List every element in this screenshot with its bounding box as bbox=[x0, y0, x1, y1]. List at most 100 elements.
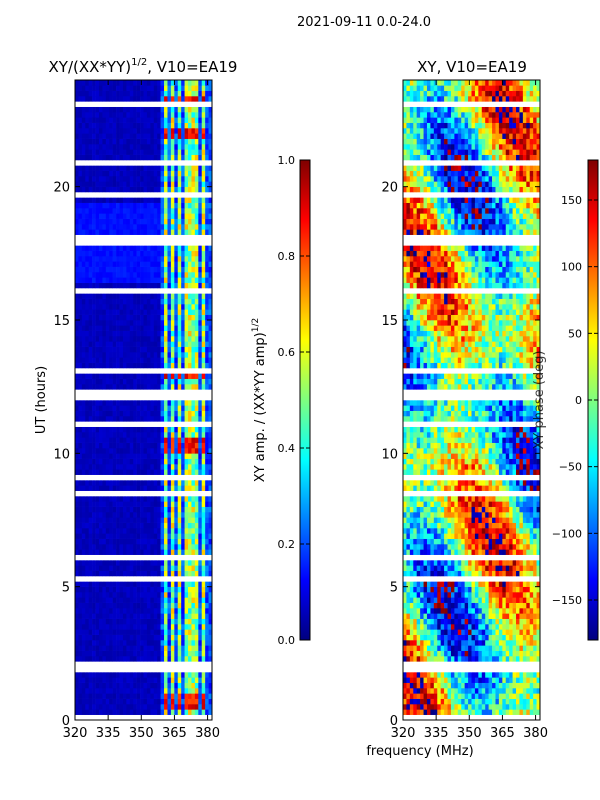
heatmap-cell bbox=[143, 421, 148, 427]
heatmap-cell bbox=[208, 245, 213, 251]
heatmap-cell bbox=[75, 474, 79, 481]
heatmap-cell bbox=[98, 314, 103, 321]
heatmap-cell bbox=[102, 149, 107, 155]
heatmap-cell bbox=[205, 501, 209, 507]
heatmap-cell bbox=[194, 421, 199, 427]
heatmap-cell bbox=[95, 288, 100, 294]
heatmap-cell bbox=[509, 704, 513, 710]
left-plot-frame bbox=[74, 79, 213, 721]
heatmap-cell bbox=[184, 208, 189, 214]
heatmap-cell bbox=[160, 480, 165, 486]
heatmap-cell bbox=[143, 682, 148, 689]
heatmap-cell bbox=[164, 533, 168, 539]
heatmap-cell bbox=[164, 474, 168, 481]
heatmap-cell bbox=[184, 170, 189, 177]
heatmap-cell bbox=[78, 645, 83, 651]
heatmap-cell bbox=[160, 186, 165, 193]
heatmap-cell bbox=[92, 192, 96, 198]
heatmap-cell bbox=[129, 666, 134, 673]
heatmap-cell bbox=[98, 384, 103, 390]
heatmap-cell bbox=[140, 282, 144, 289]
heatmap-cell bbox=[85, 373, 89, 379]
heatmap-cell bbox=[143, 650, 148, 657]
heatmap-cell bbox=[92, 165, 96, 171]
heatmap-cell bbox=[78, 506, 83, 513]
heatmap-cell bbox=[95, 266, 100, 273]
heatmap-cell bbox=[105, 602, 110, 609]
heatmap-cell bbox=[198, 416, 203, 422]
heatmap-cell bbox=[198, 202, 203, 209]
heatmap-cell bbox=[119, 154, 124, 161]
heatmap-cell bbox=[95, 192, 100, 198]
heatmap-cell bbox=[184, 378, 189, 385]
heatmap-cell bbox=[146, 554, 151, 561]
heatmap-cell bbox=[85, 640, 89, 646]
heatmap-cell bbox=[140, 677, 144, 683]
heatmap-cell bbox=[112, 634, 117, 641]
heatmap-cell bbox=[140, 480, 144, 486]
heatmap-cell bbox=[167, 240, 172, 246]
heatmap-cell bbox=[140, 106, 144, 113]
heatmap-cell bbox=[208, 346, 213, 353]
heatmap-cell bbox=[85, 432, 89, 438]
heatmap-cell bbox=[150, 288, 155, 294]
heatmap-cell bbox=[126, 330, 131, 337]
heatmap-cell bbox=[129, 234, 134, 241]
heatmap-cell bbox=[194, 202, 199, 209]
heatmap-cell bbox=[191, 309, 196, 315]
heatmap-cell bbox=[194, 533, 199, 539]
heatmap-cell bbox=[201, 138, 206, 145]
heatmap-cell bbox=[403, 698, 407, 705]
heatmap-cell bbox=[136, 330, 141, 337]
heatmap-cell bbox=[170, 122, 175, 129]
heatmap-cell bbox=[188, 229, 192, 235]
heatmap-cell bbox=[188, 117, 192, 123]
heatmap-cell bbox=[426, 698, 431, 705]
heatmap-cell bbox=[92, 213, 96, 219]
heatmap-cell bbox=[181, 101, 185, 107]
heatmap-cell bbox=[177, 656, 182, 662]
heatmap-cell bbox=[140, 144, 144, 150]
heatmap-cell bbox=[157, 528, 161, 534]
heatmap-cell bbox=[208, 517, 213, 523]
heatmap-cell bbox=[153, 106, 158, 113]
heatmap-cell bbox=[170, 96, 175, 102]
heatmap-cell bbox=[129, 704, 134, 710]
heatmap-cell bbox=[160, 362, 165, 369]
heatmap-cell bbox=[420, 714, 424, 721]
heatmap-cell bbox=[160, 341, 165, 347]
heatmap-cell bbox=[208, 458, 213, 465]
heatmap-cell bbox=[92, 645, 96, 651]
heatmap-cell bbox=[81, 576, 86, 582]
heatmap-cell bbox=[78, 666, 83, 673]
heatmap-cell bbox=[177, 586, 182, 593]
heatmap-cell bbox=[92, 106, 96, 113]
heatmap-cell bbox=[150, 85, 155, 91]
heatmap-cell bbox=[160, 266, 165, 273]
heatmap-cell bbox=[92, 133, 96, 139]
heatmap-cell bbox=[201, 400, 206, 406]
heatmap-cell bbox=[102, 640, 107, 646]
heatmap-cell bbox=[150, 160, 155, 166]
heatmap-cell bbox=[194, 341, 199, 347]
heatmap-cell bbox=[116, 85, 120, 91]
heatmap-cell bbox=[88, 298, 93, 305]
heatmap-cell bbox=[140, 352, 144, 358]
heatmap-cell bbox=[170, 576, 175, 582]
heatmap-cell bbox=[129, 346, 134, 353]
heatmap-cell bbox=[208, 698, 213, 705]
heatmap-cell bbox=[177, 181, 182, 187]
heatmap-cell bbox=[95, 240, 100, 246]
heatmap-cell bbox=[536, 709, 541, 715]
heatmap-cell bbox=[177, 528, 182, 534]
heatmap-cell bbox=[184, 272, 189, 278]
heatmap-cell bbox=[112, 629, 117, 635]
heatmap-cell bbox=[170, 656, 175, 662]
heatmap-cell bbox=[98, 538, 103, 545]
heatmap-cell bbox=[201, 298, 206, 305]
heatmap-cell bbox=[188, 256, 192, 262]
heatmap-cell bbox=[126, 250, 131, 257]
heatmap-cell bbox=[133, 240, 137, 246]
heatmap-cell bbox=[119, 597, 124, 603]
heatmap-cell bbox=[102, 682, 107, 689]
